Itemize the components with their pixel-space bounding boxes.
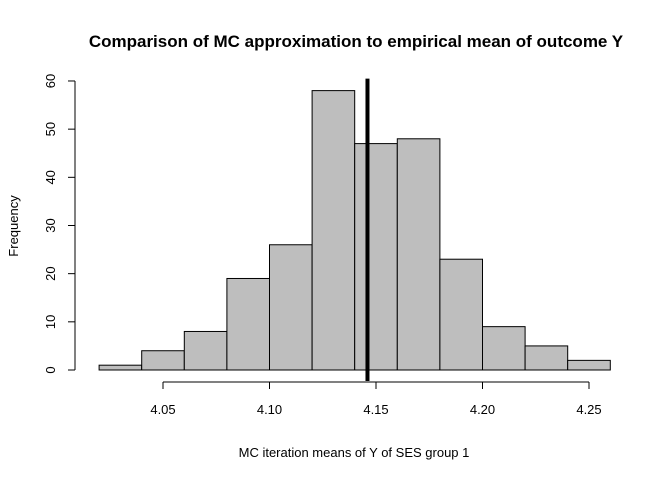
- histogram-bar: [141, 350, 185, 371]
- x-tick-label: 4.05: [150, 402, 175, 417]
- x-tick-label: 4.25: [576, 402, 601, 417]
- histogram-bar: [482, 326, 526, 371]
- histogram-bar: [354, 143, 398, 371]
- histogram-bar: [98, 364, 143, 371]
- x-tick-label: 4.10: [257, 402, 282, 417]
- histogram-bar: [524, 345, 569, 371]
- histogram-bar: [226, 277, 270, 371]
- y-tick-label: 60: [43, 74, 58, 88]
- y-tick-label: 30: [43, 218, 58, 232]
- y-tick-label: 10: [43, 315, 58, 329]
- histogram-bar: [439, 258, 483, 371]
- x-tick-label: 4.20: [470, 402, 495, 417]
- histogram-bar: [183, 330, 228, 371]
- y-axis-label: Frequency: [6, 195, 21, 257]
- y-tick-label: 50: [43, 122, 58, 136]
- histogram-bar: [311, 90, 356, 371]
- histogram-bar: [396, 138, 441, 371]
- chart-title: Comparison of MC approximation to empiri…: [89, 32, 624, 51]
- x-axis-label: MC iteration means of Y of SES group 1: [239, 445, 470, 460]
- y-tick-label: 0: [43, 366, 58, 373]
- histogram-bar: [269, 244, 313, 371]
- histogram-bar: [567, 359, 611, 371]
- x-tick-label: 4.15: [363, 402, 388, 417]
- y-tick-label: 40: [43, 170, 58, 184]
- y-tick-label: 20: [43, 266, 58, 280]
